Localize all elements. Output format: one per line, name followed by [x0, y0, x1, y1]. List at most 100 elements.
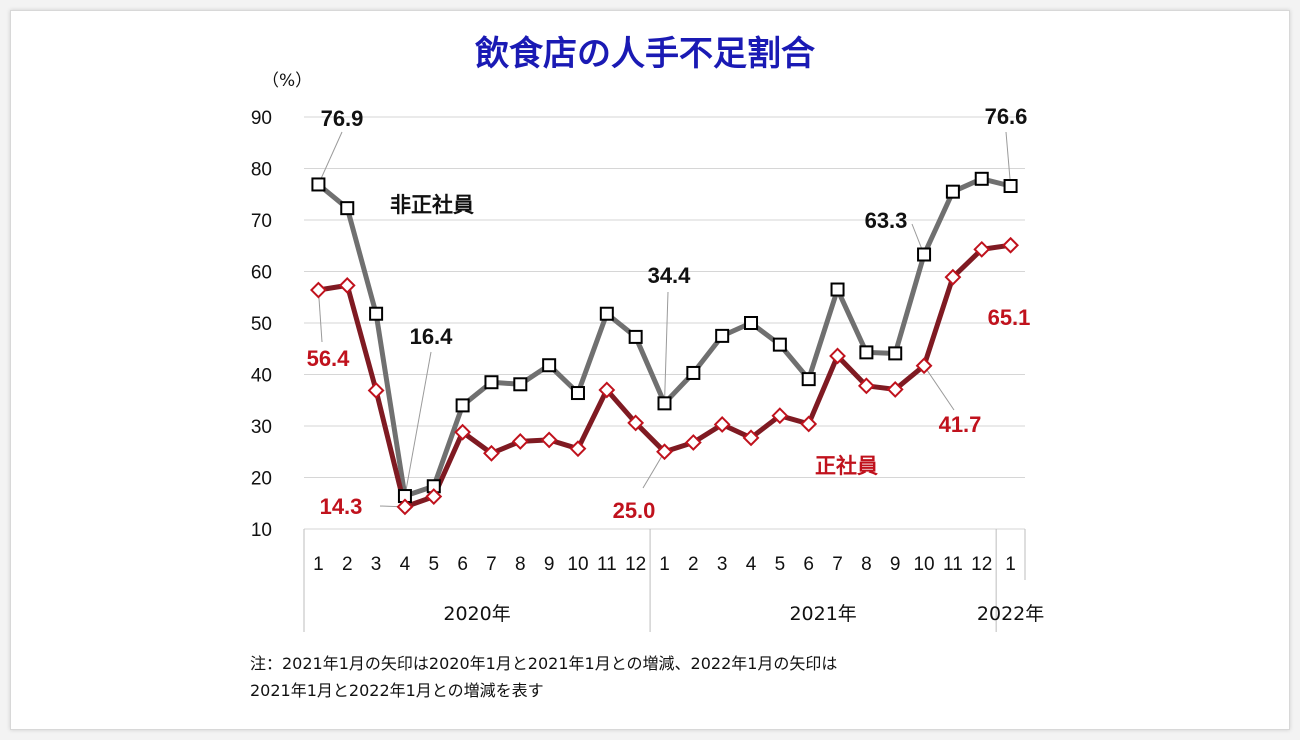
marker-diamond — [1002, 236, 1019, 254]
x-tick-label: 1 — [659, 554, 670, 575]
marker-diamond — [396, 498, 414, 516]
x-tick-label: 12 — [625, 554, 646, 575]
x-tick-label: 9 — [544, 554, 555, 575]
y-tick-10: 10 — [251, 520, 272, 541]
marker-square — [570, 386, 585, 401]
y-tick-30: 30 — [251, 417, 272, 438]
leader-line — [923, 365, 955, 411]
x-tick-label: 6 — [803, 554, 814, 575]
year-label: 2022年 — [977, 603, 1044, 625]
series-label-regular: 正社員 — [815, 454, 878, 478]
marker-diamond — [886, 381, 904, 398]
y-tick-40: 40 — [251, 366, 272, 387]
marker-diamond — [800, 415, 818, 433]
x-tick-label: 7 — [486, 554, 497, 575]
marker-diamond — [684, 434, 702, 451]
marker-square — [628, 329, 643, 344]
marker-diamond — [713, 416, 731, 433]
y-tick-50: 50 — [251, 314, 272, 335]
annotation-ns-2020-04: 16.4 — [410, 324, 454, 349]
marker-square — [599, 306, 614, 321]
marker-square — [859, 345, 874, 360]
marker-square — [715, 328, 730, 343]
marker-square — [340, 201, 355, 216]
marker-square — [513, 377, 528, 392]
marker-square — [974, 171, 989, 186]
marker-diamond — [973, 240, 991, 258]
x-tick-label: 1 — [1005, 554, 1016, 575]
x-tick-label: 10 — [567, 554, 588, 575]
marker-square — [888, 346, 903, 361]
marker-square — [830, 282, 845, 297]
x-tick-label: 9 — [890, 554, 901, 575]
x-tick-label: 4 — [746, 554, 757, 575]
x-tick-label: 8 — [515, 554, 526, 575]
x-tick-label: 3 — [371, 554, 382, 575]
marker-diamond — [454, 423, 472, 441]
footnote-line-1: 注：2021年1月の矢印は2020年1月と2021年1月との増減、2022年1月… — [250, 654, 837, 673]
x-tick-label: 1 — [313, 554, 324, 575]
marker-diamond — [338, 276, 356, 294]
marker-diamond — [944, 268, 962, 286]
marker-diamond — [656, 443, 673, 461]
marker-square — [744, 316, 759, 330]
marker-square — [945, 184, 960, 199]
year-label: 2020年 — [443, 603, 510, 625]
x-tick-label: 5 — [428, 554, 439, 575]
marker-square — [542, 358, 557, 373]
x-tick-label: 4 — [400, 554, 411, 575]
leader-line — [664, 291, 669, 404]
marker-diamond — [598, 381, 616, 399]
x-tick-label: 11 — [943, 554, 963, 575]
x-tick-label: 3 — [717, 554, 728, 575]
annotation-ns-2020-01: 76.9 — [321, 106, 364, 131]
y-tick-60: 60 — [251, 263, 272, 284]
marker-diamond — [857, 377, 875, 395]
marker-diamond — [569, 440, 587, 458]
leader-line — [404, 351, 432, 497]
x-tick-label: 6 — [457, 554, 468, 575]
marker-diamond — [742, 429, 760, 447]
annotation-s-2020-04: 14.3 — [320, 494, 363, 519]
marker-square — [801, 372, 816, 387]
marker-diamond — [310, 281, 327, 299]
marker-square — [455, 398, 470, 413]
x-tick-label: 5 — [775, 554, 786, 575]
x-tick-label: 7 — [832, 554, 843, 575]
y-tick-20: 20 — [251, 469, 272, 490]
x-tick-label: 8 — [861, 554, 872, 575]
marker-diamond — [627, 414, 645, 432]
x-tick-label: 10 — [913, 554, 934, 575]
y-tick-80: 80 — [251, 160, 272, 181]
x-tick-label: 12 — [971, 554, 992, 575]
annotation-leader-lines — [317, 131, 1012, 508]
annotation-ns-2021-10: 63.3 — [865, 208, 908, 233]
leader-line — [642, 451, 665, 489]
footnote-line-2: 2021年1月と2022年1月との増減を表す — [250, 681, 544, 700]
marker-square — [311, 177, 326, 192]
marker-square — [772, 337, 787, 352]
annotation-s-2022-01: 65.1 — [988, 305, 1031, 330]
leader-line — [317, 131, 343, 185]
series-label-non-regular: 非正社員 — [390, 193, 474, 217]
gridlines — [304, 116, 1025, 530]
x-tick-label: 2 — [688, 554, 699, 575]
marker-diamond — [367, 382, 385, 399]
marker-diamond — [425, 488, 443, 505]
marker-diamond — [511, 433, 529, 450]
y-unit-label: （%） — [262, 71, 312, 91]
x-tick-label: 11 — [597, 554, 617, 575]
y-tick-70: 70 — [251, 211, 272, 232]
leader-line — [317, 290, 323, 343]
marker-square — [917, 247, 932, 262]
annotation-ns-2022-01: 76.6 — [985, 104, 1028, 129]
marker-square — [686, 365, 701, 380]
marker-diamond — [483, 444, 500, 462]
annotation-ns-2021-01: 34.4 — [648, 263, 692, 288]
marker-square — [657, 396, 672, 411]
marker-diamond — [771, 407, 789, 425]
marker-square — [369, 306, 384, 321]
y-tick-90: 90 — [251, 108, 272, 129]
